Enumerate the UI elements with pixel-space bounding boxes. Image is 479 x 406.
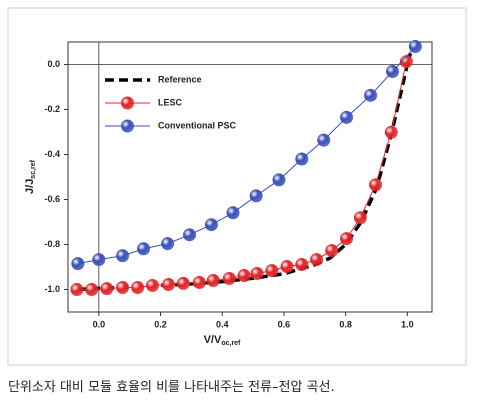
data-point: [71, 257, 85, 271]
data-point: [237, 269, 251, 283]
data-point: [70, 283, 84, 296]
data-point: [250, 267, 264, 281]
chart: V/Voc,ref J/Jsc,ref 0.0 0.2 0.4 0.6 0.8 1.0 0.…: [7, 7, 467, 366]
y-tick-label: 0.0: [47, 59, 60, 69]
data-point: [384, 125, 398, 139]
x-tick-label: 0.2: [154, 319, 167, 329]
data-point: [310, 253, 324, 267]
data-point: [162, 278, 176, 292]
data-point: [364, 88, 378, 102]
data-point: [222, 271, 236, 285]
data-point: [146, 278, 160, 292]
data-point: [116, 249, 130, 263]
y-tick-label: -1.0: [44, 284, 60, 294]
data-point: [280, 260, 294, 274]
x-tick-label: 0.8: [339, 319, 352, 329]
data-point: [340, 110, 354, 124]
data-point: [100, 282, 114, 296]
x-tick-label: 0.6: [278, 319, 291, 329]
data-point: [295, 152, 309, 166]
x-tick-label: 0.0: [93, 319, 106, 329]
data-point: [183, 228, 197, 242]
data-point: [116, 280, 130, 294]
data-point: [325, 244, 339, 258]
data-point: [295, 258, 309, 272]
y-tick-label: -0.4: [44, 149, 60, 159]
data-point: [272, 173, 286, 187]
data-point: [206, 274, 220, 287]
y-tick-label: -0.8: [44, 239, 60, 249]
data-point: [249, 189, 263, 203]
data-point: [265, 264, 279, 278]
data-point: [408, 40, 422, 53]
legend-label: LESC: [158, 97, 183, 107]
data-point: [340, 232, 354, 246]
frame: [7, 7, 467, 366]
y-tick-label: -0.6: [44, 194, 60, 204]
series-line: [77, 52, 413, 292]
legend-marker: [121, 96, 134, 110]
data-point: [317, 133, 331, 147]
legend-marker: [121, 119, 134, 133]
x-tick-label: 1.0: [401, 319, 414, 329]
data-point: [85, 283, 99, 296]
data-point: [92, 253, 106, 267]
plot-area: [67, 41, 433, 313]
x-tick-label: 0.4: [216, 319, 229, 329]
data-point: [226, 206, 240, 220]
data-point: [137, 242, 151, 256]
y-axis-label: J/Jsc,ref: [24, 159, 37, 194]
series-line: [77, 46, 416, 265]
data-point: [192, 276, 206, 290]
data-point: [353, 211, 367, 225]
data-point: [399, 55, 413, 69]
data-point: [386, 64, 400, 78]
data-point: [131, 280, 145, 294]
data-point: [161, 237, 175, 251]
x-axis-label: V/Voc,ref: [204, 334, 241, 347]
data-point: [176, 276, 190, 290]
legend-label: Reference: [158, 74, 202, 84]
caption: 단위소자 대비 모듈 효율의 비를 나타내주는 전류–전압 곡선.: [8, 380, 335, 395]
data-point: [369, 178, 383, 192]
legend-label: Conventional PSC: [158, 120, 237, 130]
data-point: [204, 218, 218, 232]
y-tick-label: -0.2: [44, 104, 60, 114]
